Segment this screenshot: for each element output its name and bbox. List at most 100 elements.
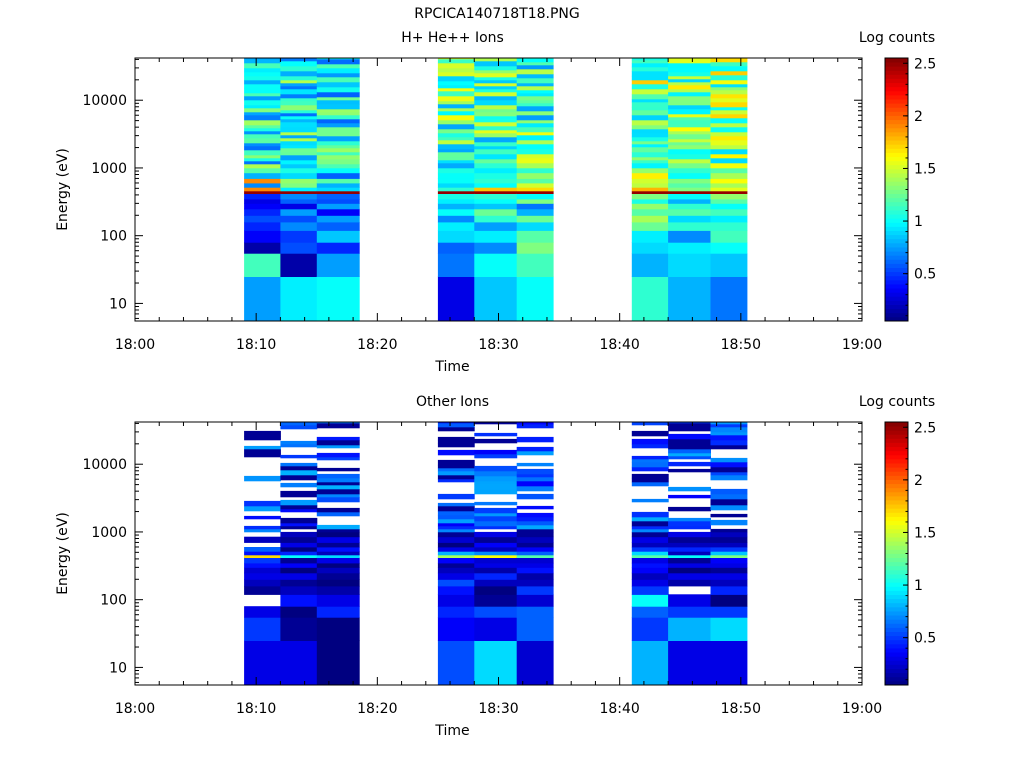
heatmap-cell: [437, 518, 475, 524]
heatmap-cell: [668, 133, 711, 140]
heatmap-cell: [516, 95, 554, 101]
heatmap-cell: [631, 66, 669, 72]
heatmap-cell: [244, 172, 281, 179]
colorbar-segment: [885, 259, 908, 264]
heatmap-cell: [631, 156, 669, 161]
heatmap-cells: [244, 58, 748, 322]
colorbar-segment: [885, 197, 908, 203]
heatmap-cell: [474, 438, 518, 444]
colorbar-tick-label: 0.5: [914, 631, 936, 647]
colorbar-segment: [885, 115, 908, 121]
colorbar-segment: [885, 62, 908, 67]
heatmap-cell: [710, 65, 748, 72]
heatmap-cell: [437, 221, 475, 231]
heatmap-cell: [516, 579, 554, 587]
heatmap-cell: [316, 528, 360, 533]
heatmap-cell: [516, 524, 554, 530]
heatmap-cell: [474, 276, 518, 322]
colorbar-segment: [885, 247, 908, 252]
heatmap-cell: [516, 572, 554, 580]
heatmap-cell: [710, 109, 748, 115]
heatmap-cell: [316, 63, 360, 69]
colorbar-label: Log counts: [859, 30, 935, 46]
colorbar-segment: [885, 218, 908, 223]
heatmap-cell: [516, 594, 554, 607]
heatmap-cell: [280, 469, 318, 476]
heatmap-cell: [668, 153, 711, 160]
heatmap-cell: [474, 88, 518, 93]
heatmap-cell: [437, 67, 475, 73]
heatmap-cell: [280, 126, 318, 133]
heatmap-cell: [474, 69, 518, 74]
heatmap-cell: [316, 422, 360, 424]
colorbar-segment: [885, 606, 908, 612]
heatmap-cell: [631, 75, 669, 81]
heatmap-cell: [474, 72, 518, 78]
heatmap-cell: [668, 126, 711, 132]
heatmap-cell: [474, 145, 518, 150]
heatmap-cell: [631, 520, 669, 527]
heatmap-cell: [710, 83, 748, 88]
heatmap-cell: [710, 193, 748, 200]
heatmap-cell: [668, 75, 711, 80]
heatmap-cell: [631, 193, 669, 200]
heatmap-cell: [244, 79, 281, 85]
colorbar-segment: [885, 516, 908, 522]
heatmap-cell: [316, 467, 360, 472]
heatmap-cell: [516, 114, 554, 121]
heatmap-cell: [710, 606, 748, 618]
colorbar-segment: [885, 173, 908, 178]
heatmap-cell: [668, 422, 711, 429]
heatmap-cell: [244, 167, 281, 174]
heatmap-cell: [668, 167, 711, 174]
heatmap-cell: [280, 536, 318, 543]
heatmap-cell: [516, 143, 554, 150]
heatmap-cell: [631, 167, 669, 174]
heatmap-cell: [668, 579, 711, 587]
colorbar-segment: [885, 553, 908, 559]
heatmap-cell: [437, 183, 475, 188]
heatmap-cell: [316, 183, 360, 188]
heatmap-cell: [631, 143, 669, 148]
colorbar-segment: [885, 193, 908, 199]
heatmap-cell: [474, 141, 518, 147]
heatmap-cell: [474, 76, 518, 81]
heatmap-cell: [316, 554, 360, 558]
heatmap-cell: [631, 159, 669, 164]
heatmap-cell: [668, 422, 711, 424]
colorbar-segment: [885, 181, 908, 186]
heatmap-cell: [631, 528, 669, 533]
heatmap-cell: [474, 449, 518, 455]
heatmap-cell: [437, 215, 475, 223]
heatmap-cell: [437, 493, 475, 500]
x-tick-label: 18:10: [236, 337, 276, 353]
colorbar-segment: [885, 279, 908, 285]
y-axis-label: Energy (eV): [55, 148, 71, 231]
heatmap-cell: [668, 433, 711, 440]
heatmap-cell: [668, 162, 711, 169]
heatmap-cell: [280, 100, 318, 106]
colorbar-segment: [885, 619, 908, 624]
heatmap-cell: [316, 122, 360, 128]
y-tick-label: 100: [100, 229, 127, 245]
x-tick-label: 19:00: [842, 337, 882, 353]
heatmap-cell: [437, 159, 475, 164]
heatmap-cell: [474, 567, 518, 574]
heatmap-cell: [316, 135, 360, 142]
heatmap-cell: [710, 79, 748, 85]
heatmap-cell: [474, 579, 518, 587]
heatmap-cell: [280, 482, 318, 488]
heatmap-cell: [516, 172, 554, 179]
heatmap-cell: [516, 422, 554, 425]
heatmap-cell: [244, 193, 281, 200]
heatmap-cell: [668, 438, 711, 445]
colorbar-segment: [885, 672, 908, 678]
heatmap-cell: [437, 80, 475, 86]
colorbar-segment: [885, 594, 908, 600]
colorbar-segment: [885, 271, 908, 277]
heatmap-cell: [437, 178, 475, 184]
heatmap-cell: [668, 148, 711, 155]
heatmap-cell: [280, 85, 318, 90]
heatmap-cell: [474, 178, 518, 184]
